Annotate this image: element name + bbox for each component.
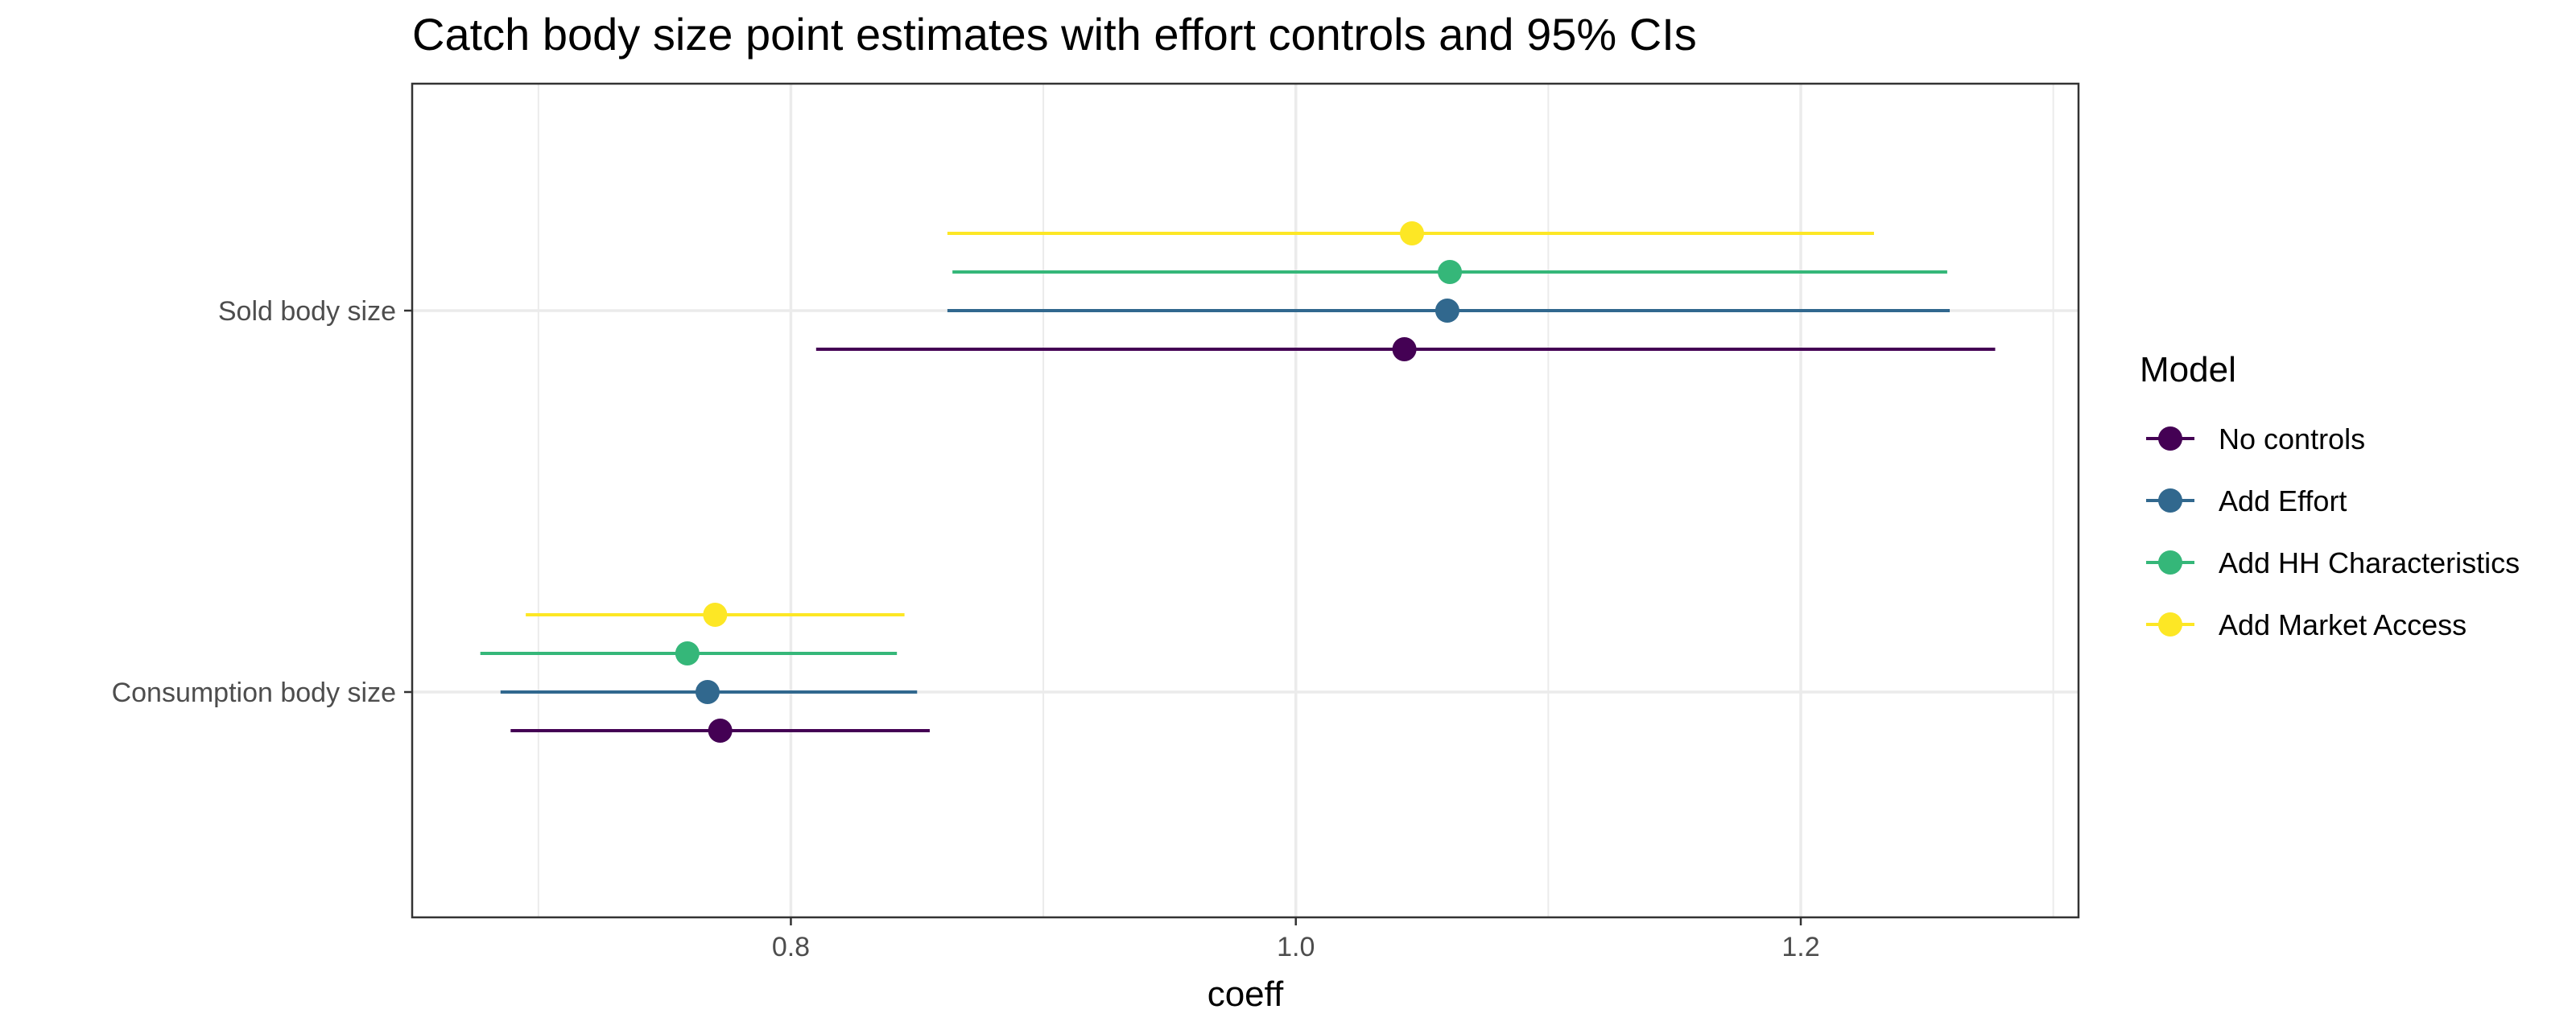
series-add-effort [500, 299, 1951, 704]
point-estimate [1435, 299, 1459, 323]
x-tick-label: 1.2 [1781, 932, 1819, 962]
point-estimate [703, 603, 728, 627]
x-tick-label: 1.0 [1277, 932, 1315, 962]
point-estimate [1392, 337, 1417, 361]
legend-title: Model [2140, 350, 2236, 389]
x-tick-label: 0.8 [772, 932, 810, 962]
chart-title: Catch body size point estimates with eff… [412, 9, 1697, 60]
legend-key-point [2158, 612, 2182, 637]
y-tick-label: Consumption body size [112, 678, 396, 708]
y-tick-label: Sold body size [218, 296, 396, 327]
point-estimate [708, 719, 733, 743]
point-estimate [1438, 260, 1463, 284]
axes: 0.8 1.0 1.2 Sold body size Consumption body … [112, 296, 1820, 962]
series-layer [480, 221, 1996, 743]
legend-key-point [2158, 550, 2182, 575]
legend: Model No controls Add Effort Add HH Charac… [2140, 350, 2520, 641]
plot-border [411, 82, 2080, 919]
legend-label: No controls [2219, 422, 2365, 455]
legend-label: Add Market Access [2219, 608, 2467, 641]
legend-key-point [2158, 426, 2182, 451]
legend-label: Add Effort [2219, 484, 2347, 517]
legend-label: Add HH Characteristics [2219, 546, 2520, 579]
legend-item: No controls [2146, 422, 2365, 455]
legend-key-point [2158, 488, 2182, 513]
point-estimate [675, 641, 700, 665]
plot-background [412, 84, 2079, 917]
series-no-controls [510, 337, 1996, 743]
series-add-hh-characteristics [480, 260, 1947, 665]
legend-item: Add Effort [2146, 484, 2347, 517]
series-add-market-access [526, 221, 1874, 627]
point-estimate [1400, 221, 1424, 245]
legend-item: Add Market Access [2146, 608, 2467, 641]
x-axis-title: coeff [1208, 974, 1284, 1014]
legend-item: Add HH Characteristics [2146, 546, 2520, 579]
point-estimate [695, 680, 720, 704]
